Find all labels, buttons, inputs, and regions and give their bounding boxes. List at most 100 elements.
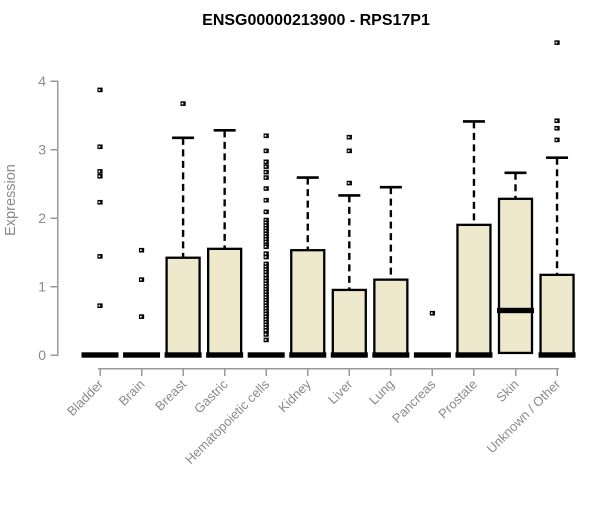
outlier-point-center [264,241,267,243]
median-line [81,352,119,358]
outlier-point-center [347,150,350,152]
y-tick-label-0: 0 [38,347,46,363]
median-line [123,352,161,358]
outlier-point-center [264,307,267,310]
outlier-point-center [140,249,142,251]
outlier-point-center [555,41,558,44]
y-tick-label-2: 2 [38,210,46,226]
outlier-point-center [264,291,267,293]
outlier-point-center [430,312,433,315]
boxplot-skin [497,171,534,355]
median-line [538,352,576,358]
outlier-point-center [264,238,267,241]
boxplot-hematopoietic-cells [247,133,285,358]
outlier-point-center [264,321,267,323]
outlier-point-center [264,256,267,258]
boxplot-liver [330,134,368,358]
outlier-point-center [264,318,267,321]
x-tick-label-prostate: Prostate [435,377,480,422]
x-tick-label-breast: Breast [152,376,189,413]
outlier-point-center [264,227,267,230]
outlier-point-center [264,271,267,273]
median-line [455,352,493,358]
outlier-point-center [264,304,267,307]
box-iqr [165,256,201,357]
x-tick-label-brain: Brain [116,377,148,409]
outlier-point-center [264,150,267,152]
outlier-point-center [264,219,267,221]
x-tick-label-bladder: Bladder [64,376,107,419]
outlier-point-center [98,201,101,204]
outlier-point-center [264,277,267,280]
outlier-point-center [264,293,267,296]
outlier-point-center [264,339,267,341]
outlier-point-center [140,315,142,318]
box-iqr [290,249,326,357]
x-tick-label-unknown-other: Unknown / Other [484,376,564,456]
outlier-point-center [264,161,267,163]
outlier-point-center [264,282,267,285]
outlier-point-center [264,199,267,201]
outlier-point-center [555,127,558,130]
outlier-point-center [264,296,267,299]
box-iqr [331,288,367,357]
y-tick-label-3: 3 [38,141,46,157]
outlier-point-center [264,268,267,271]
outlier-point-center [264,171,267,173]
x-tick-label-gastric: Gastric [191,376,231,416]
outlier-point-center [264,135,267,137]
outlier-point-center [264,187,267,190]
boxplot-unknown-other [538,40,576,358]
outlier-point-center [264,263,267,265]
median-line [330,352,368,358]
outlier-point-center [98,170,101,173]
outlier-point-center [264,265,267,268]
outlier-point-center [264,315,267,318]
chart-title: ENSG00000213900 - RPS17P1 [202,12,430,29]
outlier-point-center [264,252,267,255]
box-iqr [456,223,492,357]
boxplot-bladder [81,87,119,358]
outlier-point-center [264,221,267,224]
outlier-point-center [264,235,267,238]
outlier-point-center [264,333,267,336]
boxplot-lung [372,185,410,358]
boxplot-breast [164,101,202,358]
outlier-point-center [264,310,267,312]
outlier-point-center [181,102,184,105]
outlier-point-center [98,255,101,258]
outlier-point-center [264,280,267,282]
box-iqr [497,197,534,355]
boxplot-kidney [289,176,327,358]
outlier-point-center [264,324,267,326]
median-line [413,352,451,358]
outlier-point-center [264,230,267,232]
outlier-point-center [264,326,267,329]
outlier-point-center [555,139,558,141]
x-tick-label-liver: Liver [325,376,356,407]
outlier-point-center [347,182,350,184]
median-line [372,352,410,358]
x-tick-label-skin: Skin [493,377,521,405]
outlier-point-center [264,329,267,332]
outlier-point-center [264,313,267,315]
boxplot-prostate [455,120,493,358]
box-iqr [373,278,409,357]
outlier-point-center [264,232,267,235]
median-line [497,307,534,314]
boxplot-pancreas [413,310,451,358]
y-tick-label-1: 1 [38,278,46,294]
outlier-point-center [264,302,267,304]
outlier-point-center [98,89,101,91]
outlier-point-center [264,245,267,248]
y-tick-labels: 0 1 2 3 4 [38,73,46,363]
outlier-point-center [264,176,267,179]
x-tick-label-kidney: Kidney [275,376,314,415]
axes [50,80,559,376]
median-line [247,352,285,358]
boxplot-gastric [206,129,244,358]
median-line [164,352,202,358]
